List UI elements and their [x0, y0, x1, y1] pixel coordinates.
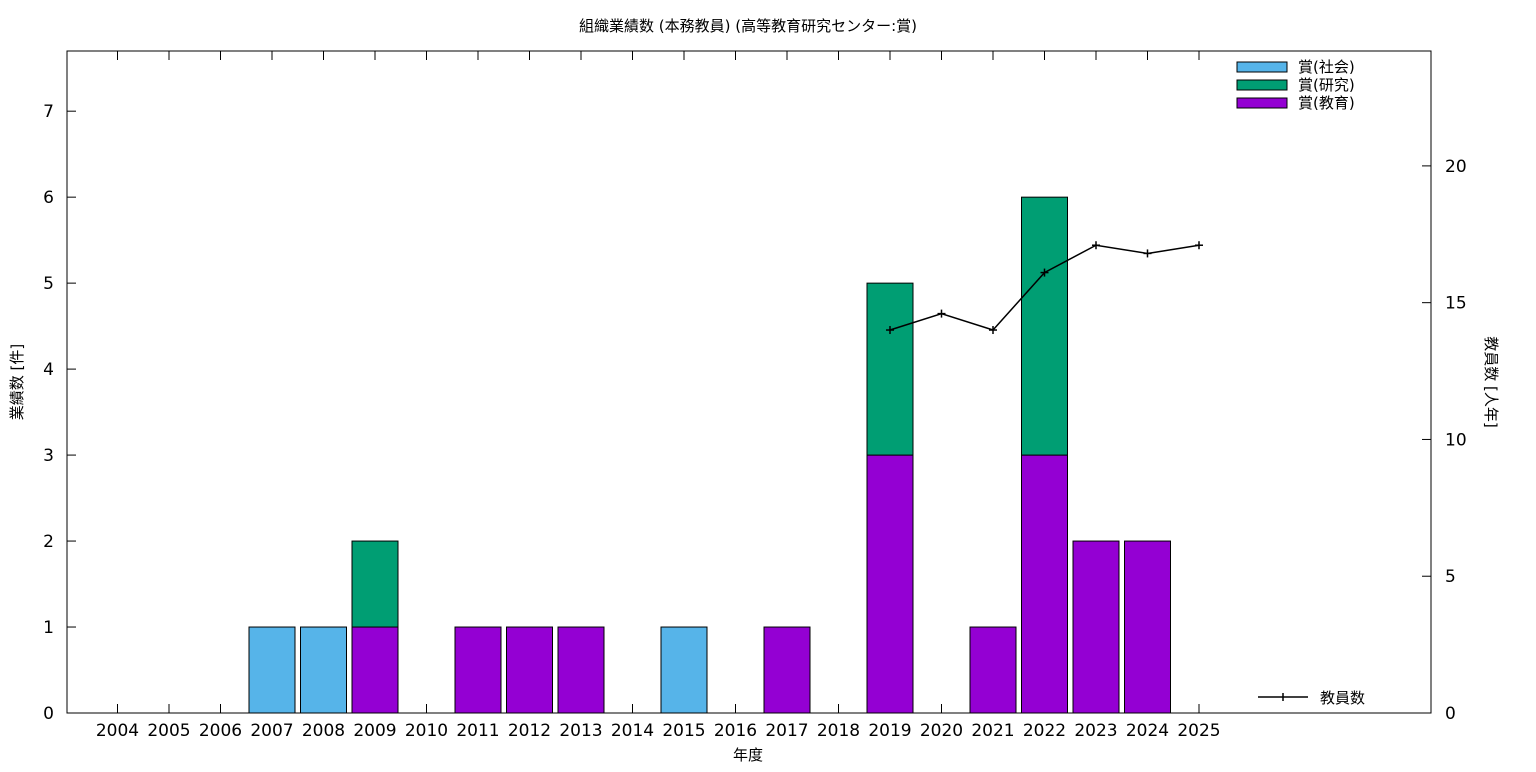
x-tick-label: 2013	[559, 721, 602, 741]
line-point	[1040, 268, 1049, 277]
legend-line-label: 教員数	[1320, 689, 1365, 707]
x-tick-label: 2018	[817, 721, 860, 741]
y-tick-label: 0	[43, 704, 54, 724]
y-tick-label: 1	[43, 618, 54, 638]
bar-segment	[351, 540, 399, 628]
x-tick-label: 2019	[868, 721, 911, 741]
bars-layer	[248, 196, 1171, 714]
x-tick-label: 2021	[971, 721, 1014, 741]
ticks-layer: 0 1 2 3 4 5 6 7 0 5 10 15 20 2004 2005 2006 2007 2008 2009…	[43, 51, 1467, 741]
line-point	[1143, 249, 1152, 258]
x-tick-label: 2023	[1074, 721, 1117, 741]
y2-tick-label: 10	[1445, 430, 1467, 450]
bar-segment	[660, 626, 708, 714]
x-tick-label: 2016	[714, 721, 757, 741]
bar-segment	[351, 626, 399, 714]
legend-label: 賞(研究)	[1298, 76, 1355, 94]
y2-tick-label: 5	[1445, 567, 1456, 587]
bar-segment	[557, 626, 605, 714]
legend-swatch	[1236, 97, 1288, 109]
line-layer	[886, 241, 1203, 335]
x-tick-label: 2012	[508, 721, 551, 741]
x-tick-label: 2008	[302, 721, 345, 741]
legend: 賞(社会)賞(研究)賞(教育) 教員数	[1236, 58, 1365, 707]
y2-axis-label: 教員数 [人年]	[1482, 336, 1500, 427]
x-tick-label: 2014	[611, 721, 654, 741]
line-point	[886, 326, 894, 335]
legend-label: 賞(教育)	[1298, 94, 1355, 112]
bar-segment	[300, 626, 347, 714]
bar-segment	[1021, 454, 1068, 714]
line-point	[937, 309, 946, 318]
y-tick-label: 2	[43, 532, 54, 552]
bar-segment	[866, 454, 914, 714]
x-tick-label: 2007	[250, 721, 293, 741]
bar-segment	[969, 626, 1017, 714]
x-tick-label: 2006	[199, 721, 242, 741]
line-point	[989, 326, 997, 335]
legend-swatch	[1236, 79, 1288, 91]
bar-segment	[506, 626, 553, 714]
line-point	[1092, 241, 1100, 250]
x-tick-label: 2011	[456, 721, 499, 741]
legend-label: 賞(社会)	[1298, 58, 1355, 76]
x-tick-label: 2015	[662, 721, 705, 741]
x-tick-label: 2010	[405, 721, 448, 741]
bar-segment	[866, 282, 914, 456]
bar-segment	[1124, 540, 1171, 714]
y2-tick-label: 15	[1445, 294, 1467, 314]
x-tick-label: 2020	[920, 721, 963, 741]
x-tick-label: 2024	[1126, 721, 1169, 741]
y2-tick-label: 0	[1445, 704, 1456, 724]
y2-tick-label: 20	[1445, 157, 1467, 177]
x-tick-label: 2005	[147, 721, 190, 741]
bar-segment	[248, 626, 296, 714]
x-tick-label: 2017	[765, 721, 808, 741]
line-point	[1195, 241, 1203, 250]
y-tick-label: 5	[43, 274, 54, 294]
x-tick-label: 2022	[1023, 721, 1066, 741]
y-tick-label: 6	[43, 188, 54, 208]
y-tick-label: 7	[43, 102, 54, 122]
bar-segment	[454, 626, 502, 714]
legend-swatch	[1236, 61, 1288, 73]
chart-title: 組織業績数 (本務教員) (高等教育研究センター:賞)	[579, 17, 917, 35]
y-tick-label: 3	[43, 446, 54, 466]
y-axis-label: 業績数 [件]	[8, 344, 26, 420]
x-tick-label: 2025	[1177, 721, 1220, 741]
bar-segment	[1021, 196, 1068, 456]
y-tick-label: 4	[43, 360, 54, 380]
bar-segment	[1072, 540, 1120, 714]
x-tick-label: 2004	[96, 721, 139, 741]
bar-segment	[763, 626, 811, 714]
x-tick-label: 2009	[353, 721, 396, 741]
x-axis-label: 年度	[733, 746, 763, 764]
plot-frame	[66, 50, 1432, 714]
